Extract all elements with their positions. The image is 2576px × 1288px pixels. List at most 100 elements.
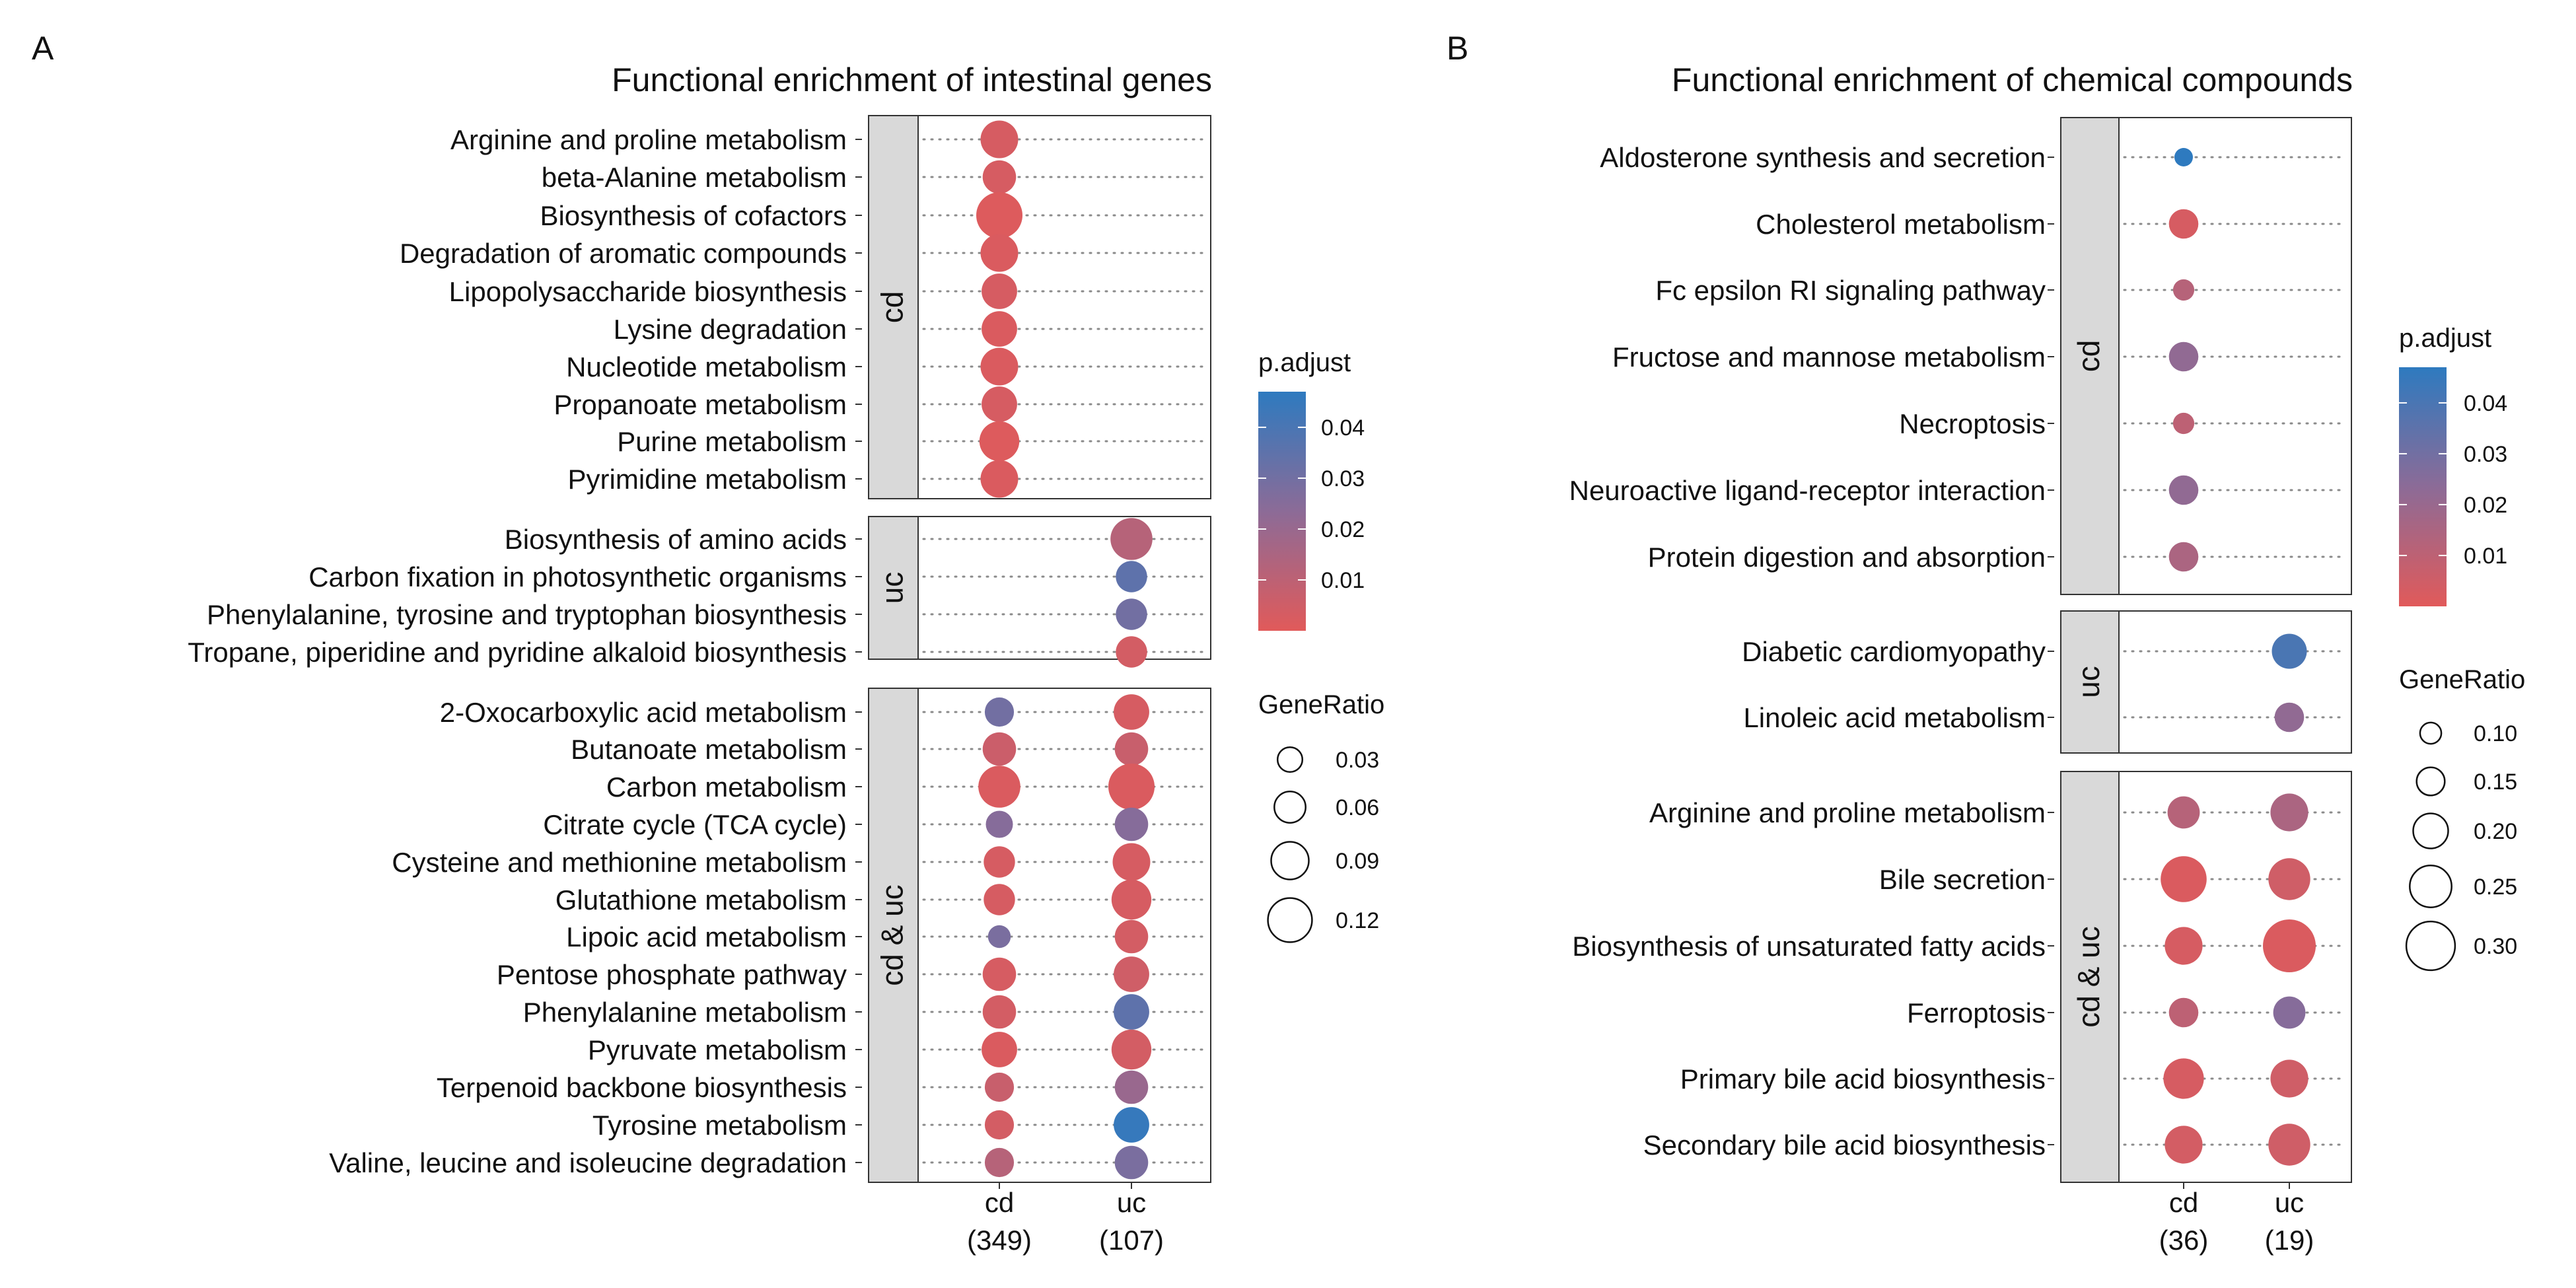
color-legend-label: 0.02 [2464, 493, 2507, 518]
facet-strip [2060, 771, 2120, 1183]
facet-strip [868, 516, 919, 660]
facet-strip-label: uc [2071, 666, 2106, 698]
data-point [1116, 636, 1147, 668]
row-label: Cysteine and methionine metabolism [392, 847, 847, 878]
data-point [982, 995, 1017, 1029]
panel-a: A Functional enrichment of intestinal gen… [32, 30, 1384, 1256]
facet-strip [868, 115, 919, 499]
data-point [2168, 997, 2199, 1028]
facet-panel [2118, 610, 2352, 754]
row-label: Carbon fixation in photosynthetic organi… [308, 561, 847, 592]
size-legend-label: 0.20 [2474, 819, 2517, 844]
size-legend-label: 0.03 [1336, 748, 1379, 773]
row-label: Propanoate metabolism [554, 389, 847, 420]
size-legend-label: 0.06 [1336, 795, 1379, 820]
data-point [976, 192, 1022, 238]
row-label: Bile secretion [1879, 864, 2046, 895]
data-point [1114, 1107, 1149, 1143]
row-label: Carbon metabolism [606, 771, 847, 803]
data-point [2268, 858, 2310, 900]
size-legend-label: 0.09 [1336, 849, 1379, 874]
x-tick-label: uc [1117, 1187, 1146, 1218]
row-label: Neuroactive ligand-receptor interaction [1569, 475, 2046, 506]
size-legend-circle [1276, 746, 1304, 773]
facet-2: cd & uc 2-Oxocarboxylic acid metabolism Bu… [329, 688, 1211, 1183]
color-legend-label: 0.01 [2464, 544, 2507, 569]
data-point [2167, 796, 2200, 829]
size-legend-circle [1270, 841, 1310, 880]
facet-panel [917, 516, 1211, 660]
data-point [1112, 843, 1151, 881]
row-label: Aldosterone synthesis and secretion [1600, 142, 2046, 173]
color-legend-title: p.adjust [2399, 324, 2491, 353]
size-legend-circle [2412, 812, 2449, 849]
size-legend-title: GeneRatio [1258, 690, 1384, 719]
facet-strip [868, 688, 919, 1183]
color-legend-label: 0.03 [2464, 442, 2507, 467]
data-point [982, 386, 1017, 422]
row-label: Arginine and proline metabolism [450, 124, 847, 155]
data-point [1116, 561, 1147, 592]
row-label: Biosynthesis of amino acids [505, 524, 847, 555]
facet-0: cd Arginine and proline metabolism beta-Al… [400, 115, 1211, 499]
data-point [2165, 1126, 2203, 1164]
data-point [980, 347, 1019, 386]
data-point [1114, 807, 1149, 841]
color-legend-bar [2399, 367, 2447, 606]
data-point [2172, 279, 2195, 301]
row-label: Lysine degradation [614, 314, 847, 345]
data-point [984, 697, 1015, 727]
data-point [982, 160, 1017, 194]
row-label: Pyrimidine metabolism [568, 464, 847, 495]
facet-1: uc Biosynthesis of amino acids Carbon fixa… [188, 516, 1211, 668]
row-label: 2-Oxocarboxylic acid metabolism [440, 697, 847, 728]
data-point [2272, 633, 2307, 669]
facet-strip-label: uc [875, 572, 910, 604]
row-label: Fc epsilon RI signaling pathway [1655, 275, 2046, 306]
row-label: Purine metabolism [617, 426, 847, 457]
data-point [2165, 927, 2203, 965]
data-point [978, 766, 1020, 808]
x-tick-count: (349) [967, 1225, 1032, 1256]
data-point [1114, 1070, 1149, 1104]
data-point [2270, 793, 2308, 832]
data-point [982, 273, 1017, 309]
facet-strip-label: cd [875, 291, 910, 324]
row-label: Butanoate metabolism [571, 734, 847, 765]
color-legend-label: 0.04 [2464, 391, 2507, 416]
row-label: Nucleotide metabolism [566, 351, 847, 382]
row-label: Cholesterol metabolism [1756, 209, 2046, 240]
data-point [2270, 1059, 2308, 1098]
data-point [2172, 412, 2195, 435]
data-point [1114, 1145, 1149, 1180]
color-legend-label: 0.02 [1321, 517, 1365, 542]
row-label: Lipoic acid metabolism [566, 921, 847, 952]
panel-b: B Functional enrichment of chemical compo… [1447, 30, 2525, 1256]
row-label: Fructose and mannose metabolism [1612, 341, 2046, 373]
data-point [984, 1110, 1015, 1140]
size-legend-circle [2415, 766, 2446, 797]
data-point [2268, 1124, 2310, 1166]
x-tick-count: (36) [2159, 1225, 2209, 1256]
facet-2: cd & uc Arginine and proline metabolism Bi… [1572, 771, 2352, 1183]
x-tick-count: (107) [1099, 1225, 1164, 1256]
data-point [2273, 996, 2306, 1029]
size-legend-title: GeneRatio [2399, 665, 2525, 694]
row-label: Protein digestion and absorption [1648, 542, 2046, 573]
data-point [980, 234, 1019, 272]
data-point [980, 120, 1019, 159]
facet-1: uc Diabetic cardiomyopathy Linoleic acid m… [1742, 610, 2352, 754]
row-label: Phenylalanine, tyrosine and tryptophan b… [207, 599, 847, 630]
facet-0: cd Aldosterone synthesis and secretion Cho… [1569, 117, 2352, 595]
data-point [2168, 341, 2199, 372]
size-legend-label: 0.12 [1336, 908, 1379, 933]
panel-label: A [32, 30, 54, 67]
data-point [2274, 702, 2305, 733]
row-label: Primary bile acid biosynthesis [1680, 1063, 2046, 1094]
row-label: Degradation of aromatic compounds [400, 238, 847, 269]
size-legend-label: 0.15 [2474, 769, 2517, 795]
data-point [980, 460, 1019, 498]
data-point [982, 311, 1017, 347]
data-point [2161, 856, 2207, 902]
data-point [984, 1072, 1015, 1102]
